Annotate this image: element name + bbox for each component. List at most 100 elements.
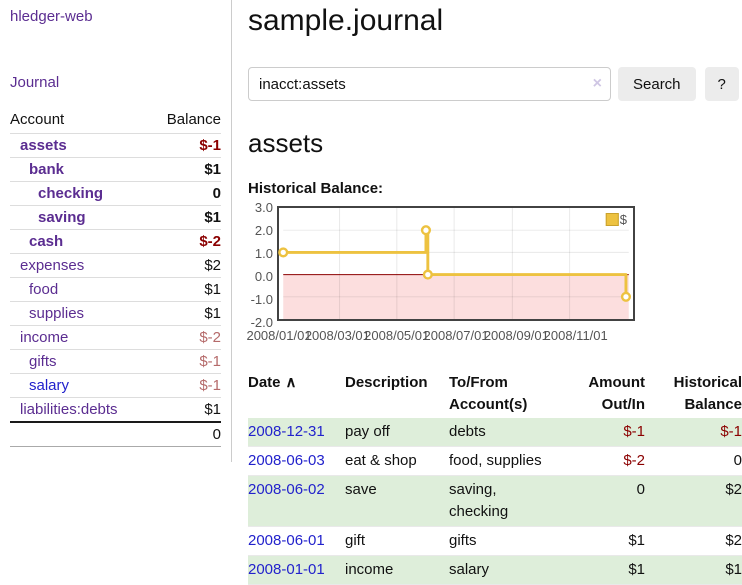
account-balance: $1 [150, 302, 221, 326]
y-axis-tick-label: 3.0 [248, 201, 273, 215]
account-row: income $-2 [10, 326, 221, 350]
account-balance: $2 [150, 254, 221, 278]
register-description-cell: eat & shop [345, 447, 449, 476]
sidebar-item-journal[interactable]: Journal [10, 74, 59, 91]
brand-link[interactable]: hledger-web [10, 8, 93, 25]
register-balance-cell: $2 [645, 527, 742, 556]
account-row: checking 0 [10, 182, 221, 206]
account-row: saving $1 [10, 206, 221, 230]
account-row: salary $-1 [10, 374, 221, 398]
register-date-cell: 2008-06-02 [248, 476, 345, 527]
account-link-gifts[interactable]: gifts [29, 353, 57, 370]
search-form: × Search ? [248, 67, 742, 101]
account-link-saving[interactable]: saving [38, 209, 86, 226]
register-col-accounts: To/From Account(s) [449, 370, 565, 418]
account-link-food[interactable]: food [29, 281, 58, 298]
register-balance-cell: $-1 [645, 418, 742, 447]
register-accounts-cell: saving, checking [449, 476, 565, 527]
account-balance: $1 [150, 206, 221, 230]
account-row: assets $-1 [10, 134, 221, 158]
accounts-col-account: Account [10, 108, 150, 134]
register-date-cell: 2008-06-03 [248, 447, 345, 476]
y-axis-tick-label: 0.0 [248, 270, 273, 284]
register-accounts-cell: salary [449, 556, 565, 585]
account-link-supplies[interactable]: supplies [29, 305, 84, 322]
legend-label: $ [620, 212, 627, 227]
register-row: 2008-12-31pay offdebts$-1$-1 [248, 418, 742, 447]
accounts-total-value: 0 [150, 422, 221, 447]
register-amount-cell: 0 [565, 476, 645, 527]
account-balance: $-2 [150, 230, 221, 254]
search-input[interactable] [248, 67, 611, 101]
search-button[interactable]: Search [618, 67, 696, 101]
register-balance-cell: 0 [645, 447, 742, 476]
account-link-assets[interactable]: assets [20, 137, 67, 154]
register-col-balance: Historical Balance [645, 370, 742, 418]
account-row: expenses $2 [10, 254, 221, 278]
account-balance: 0 [150, 182, 221, 206]
register-description-cell: save [345, 476, 449, 527]
account-link-bank[interactable]: bank [29, 161, 64, 178]
account-link-checking[interactable]: checking [38, 185, 103, 202]
historical-balance-chart: 3.02.01.00.0-1.0-2.02008/01/012008/03/01… [248, 206, 742, 349]
accounts-col-balance: Balance [150, 108, 221, 134]
register-table: Date∧ Description To/From Account(s) Amo… [248, 370, 742, 585]
account-balance: $-2 [150, 326, 221, 350]
main-content: sample.journal × Search ? assets Histori… [248, 0, 742, 585]
register-header-row: Date∧ Description To/From Account(s) Amo… [248, 370, 742, 418]
account-balance: $1 [150, 398, 221, 423]
account-row: cash $-2 [10, 230, 221, 254]
account-row: food$1 [10, 278, 221, 302]
account-row: bank $1 [10, 158, 221, 182]
chart-label: Historical Balance: [248, 180, 742, 197]
chart-legend: $ [606, 212, 627, 227]
account-balance: $-1 [150, 374, 221, 398]
register-amount-cell: $-2 [565, 447, 645, 476]
x-axis-tick-label: 2008/11/01 [544, 328, 608, 343]
clear-search-icon[interactable]: × [593, 75, 602, 93]
register-amount-cell: $-1 [565, 418, 645, 447]
x-axis-tick-label: 2008/05/01 [364, 328, 429, 343]
accounts-total-row: 0 [10, 422, 221, 447]
register-date-cell: 2008-06-01 [248, 527, 345, 556]
legend-swatch-icon [606, 213, 619, 226]
y-axis-tick-label: 1.0 [248, 247, 273, 261]
account-link-liabilities-debts[interactable]: liabilities:debts [20, 401, 118, 418]
sidebar: hledger-web Journal Account Balance asse… [0, 0, 232, 462]
register-date-cell: 2008-01-01 [248, 556, 345, 585]
account-row: liabilities:debts $1 [10, 398, 221, 423]
register-row: 2008-06-03eat & shopfood, supplies$-20 [248, 447, 742, 476]
transaction-date-link[interactable]: 2008-06-03 [248, 452, 325, 469]
chart-plot-area [277, 206, 635, 321]
account-balance: $1 [150, 158, 221, 182]
account-heading: assets [248, 128, 742, 159]
account-link-salary[interactable]: salary [29, 377, 69, 394]
account-link-expenses[interactable]: expenses [20, 257, 84, 274]
account-link-income[interactable]: income [20, 329, 68, 346]
account-balance: $-1 [150, 350, 221, 374]
transaction-date-link[interactable]: 2008-06-02 [248, 481, 325, 498]
register-col-date[interactable]: Date∧ [248, 370, 345, 418]
y-axis-tick-label: -1.0 [248, 293, 273, 307]
sort-asc-icon: ∧ [286, 374, 297, 391]
register-description-cell: income [345, 556, 449, 585]
page-title: sample.journal [248, 4, 742, 38]
transaction-date-link[interactable]: 2008-01-01 [248, 561, 325, 578]
register-amount-cell: $1 [565, 556, 645, 585]
accounts-table: Account Balance assets $-1 bank $1 checking 0… [10, 108, 221, 447]
register-row: 2008-06-02 savesaving, checking0$2 [248, 476, 742, 527]
register-accounts-cell: debts [449, 418, 565, 447]
register-col-description: Description [345, 370, 449, 418]
account-link-cash[interactable]: cash [29, 233, 63, 250]
account-row: gifts $-1 [10, 350, 221, 374]
register-balance-cell: $2 [645, 476, 742, 527]
account-balance: $-1 [150, 134, 221, 158]
register-col-amount: Amount Out/In [565, 370, 645, 418]
help-button[interactable]: ? [705, 67, 739, 101]
transaction-date-link[interactable]: 2008-12-31 [248, 423, 325, 440]
x-axis-tick-label: 2008/01/01 [246, 328, 311, 343]
x-axis-tick-label: 2008/09/01 [484, 328, 549, 343]
transaction-date-link[interactable]: 2008-06-01 [248, 532, 325, 549]
search-input-wrap: × [248, 67, 611, 101]
register-accounts-cell: gifts [449, 527, 565, 556]
